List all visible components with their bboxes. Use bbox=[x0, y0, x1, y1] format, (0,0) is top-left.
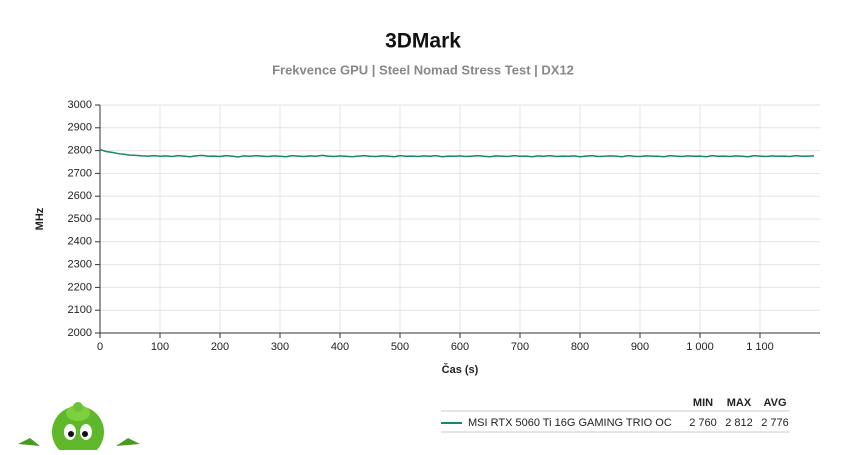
mascot bbox=[18, 402, 140, 455]
y-tick-label: 2300 bbox=[68, 259, 92, 271]
legend-stat: 2 776 bbox=[761, 417, 789, 429]
y-tick-label: 2700 bbox=[68, 167, 92, 179]
x-tick-label: 400 bbox=[331, 341, 349, 353]
legend-stat: 2 812 bbox=[725, 417, 753, 429]
x-tick-label: 300 bbox=[271, 341, 289, 353]
y-tick-label: 2400 bbox=[68, 236, 92, 248]
legend-header: AVG bbox=[763, 397, 786, 409]
y-tick-label: 2500 bbox=[68, 213, 92, 225]
legend-header: MIN bbox=[693, 397, 713, 409]
x-tick-label: 1 000 bbox=[686, 341, 714, 353]
x-axis-label: Čas (s) bbox=[442, 363, 479, 376]
x-tick-label: 900 bbox=[631, 341, 649, 353]
legend-stat: 2 760 bbox=[689, 417, 717, 429]
x-tick-label: 700 bbox=[511, 341, 529, 353]
series-line bbox=[99, 148, 815, 158]
y-tick-label: 3000 bbox=[68, 99, 92, 111]
y-tick-label: 2200 bbox=[68, 281, 92, 293]
y-tick-label: 2800 bbox=[68, 145, 92, 157]
x-tick-label: 200 bbox=[211, 341, 229, 353]
chart-title: 3DMark bbox=[385, 30, 461, 53]
legend-label: MSI RTX 5060 Ti 16G GAMING TRIO OC bbox=[468, 417, 672, 429]
x-tick-label: 100 bbox=[151, 341, 169, 353]
x-tick-label: 1 100 bbox=[746, 341, 774, 353]
y-tick-label: 2000 bbox=[68, 327, 92, 339]
x-tick-label: 600 bbox=[451, 341, 469, 353]
y-axis-label: MHz bbox=[34, 207, 46, 230]
x-tick-label: 500 bbox=[391, 341, 409, 353]
legend-header: MAX bbox=[727, 397, 752, 409]
y-tick-label: 2600 bbox=[68, 190, 92, 202]
x-tick-label: 800 bbox=[571, 341, 589, 353]
chart-subtitle: Frekvence GPU | Steel Nomad Stress Test … bbox=[272, 62, 574, 77]
y-tick-label: 2100 bbox=[68, 304, 92, 316]
y-tick-label: 2900 bbox=[68, 122, 92, 134]
x-tick-label: 0 bbox=[97, 341, 103, 353]
